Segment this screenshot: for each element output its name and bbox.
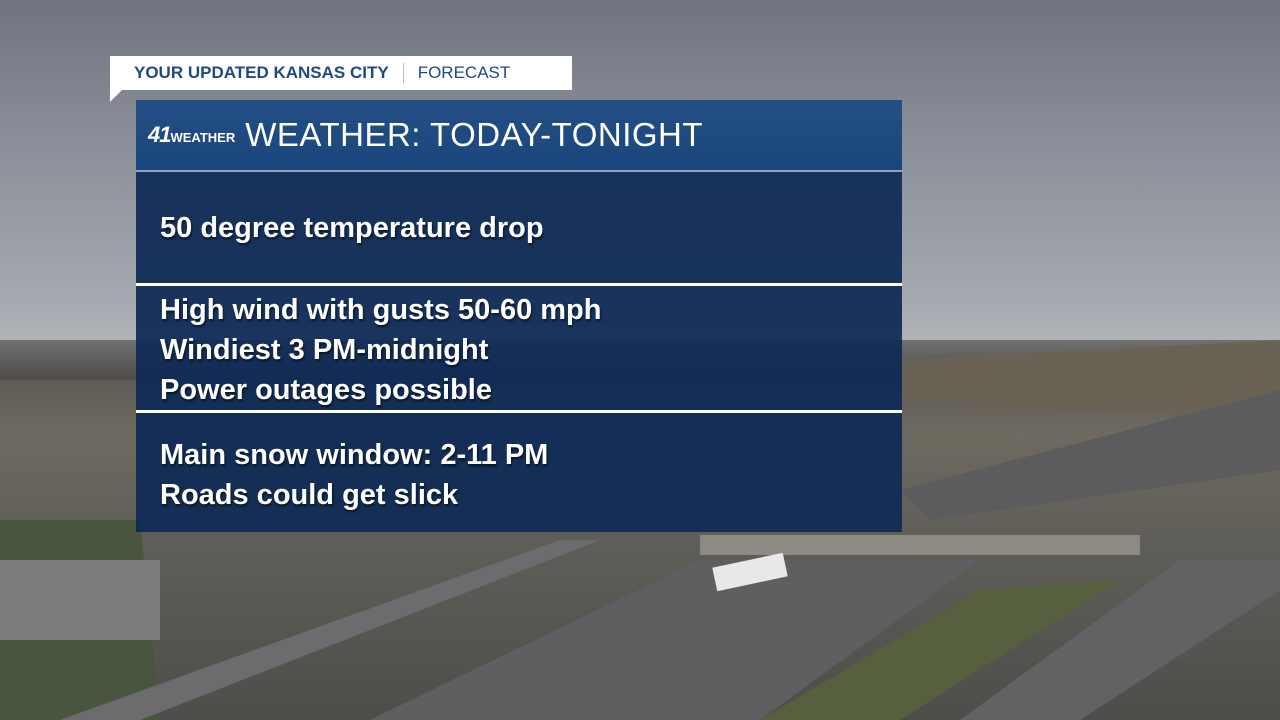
- forecast-banner: YOUR UPDATED KANSAS CITY FORECAST: [110, 56, 572, 102]
- panel-header: 41 WEATHER WEATHER: TODAY-TONIGHT: [136, 100, 902, 172]
- bullet-line: Roads could get slick: [160, 479, 459, 511]
- bullet-line: Main snow window: 2-11 PM: [160, 439, 549, 471]
- bullet-line: 50 degree temperature drop: [160, 211, 544, 244]
- logo-text: WEATHER: [170, 130, 236, 145]
- weather-panel: 41 WEATHER WEATHER: TODAY-TONIGHT 50 deg…: [136, 100, 902, 535]
- logo-number: 41: [148, 122, 172, 147]
- section-snow: Main snow window: 2-11 PM Roads could ge…: [136, 410, 902, 532]
- banner-divider: [402, 63, 404, 83]
- bullet-line: High wind with gusts 50-60 mph: [160, 294, 602, 326]
- panel-title: WEATHER: TODAY-TONIGHT: [245, 116, 704, 153]
- section-temperature: 50 degree temperature drop: [136, 172, 902, 283]
- station-logo: 41 WEATHER: [148, 122, 235, 148]
- bullet-line: Power outages possible: [160, 374, 492, 406]
- banner-label: YOUR UPDATED KANSAS CITY: [134, 63, 389, 82]
- section-wind: High wind with gusts 50-60 mph Windiest …: [136, 283, 902, 410]
- banner-category: FORECAST: [417, 63, 511, 82]
- bullet-line: Windiest 3 PM-midnight: [160, 334, 489, 366]
